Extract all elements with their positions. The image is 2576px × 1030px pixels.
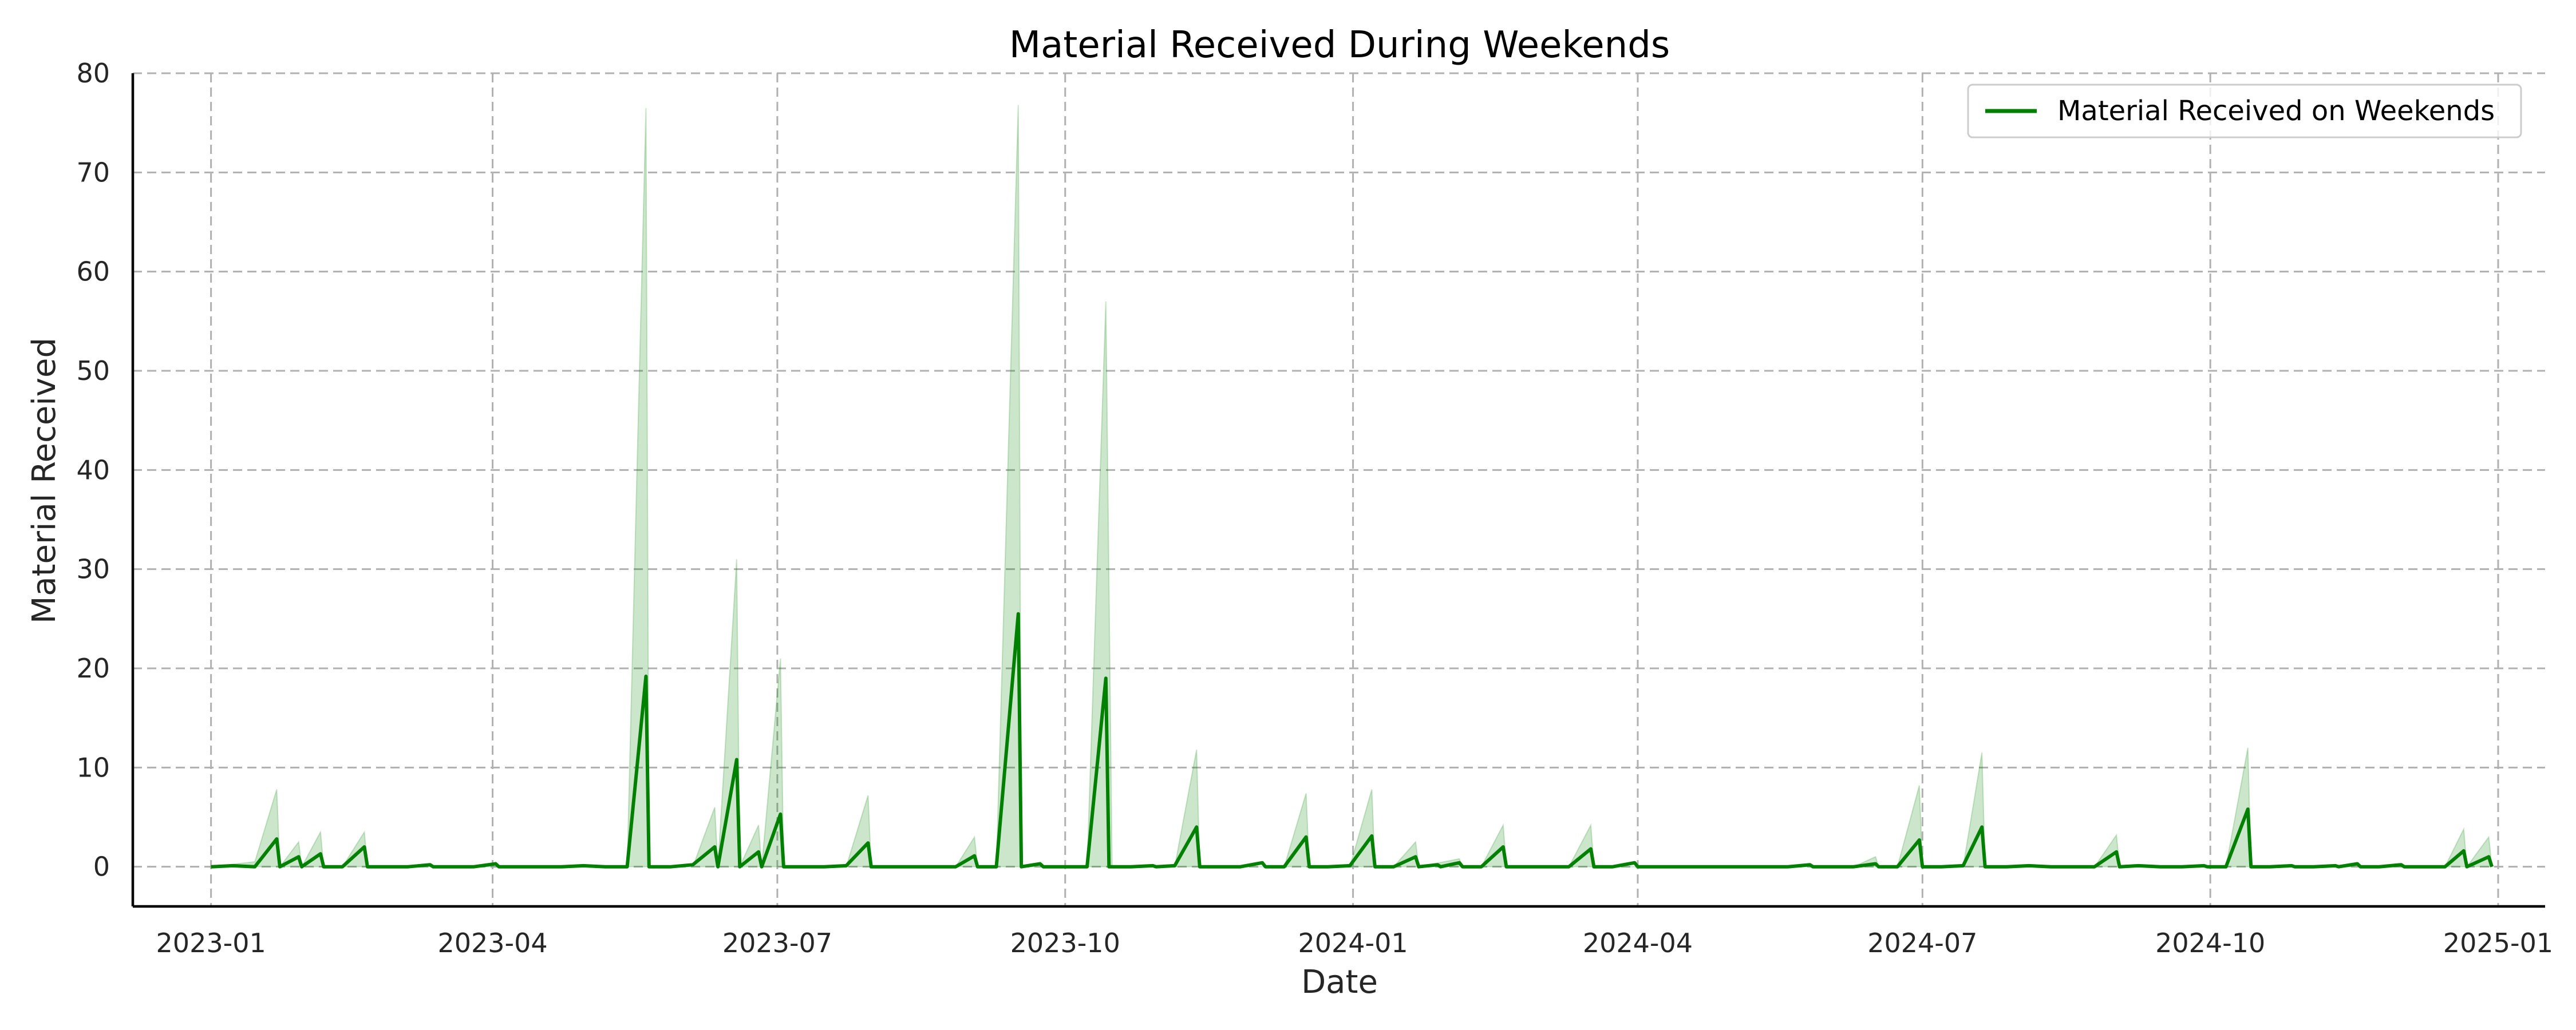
x-tick-label-4: 2024-01: [1298, 928, 1408, 958]
y-tick-label-3: 30: [76, 554, 110, 585]
y-tick-label-2: 20: [76, 653, 110, 684]
x-tick-label-6: 2024-07: [1867, 928, 1977, 958]
axis-layer: [131, 73, 2545, 908]
chart-title: Material Received During Weekends: [1009, 24, 1670, 66]
y-tick-label-4: 40: [76, 454, 110, 485]
y-tick-label-1: 10: [76, 752, 110, 783]
legend: Material Received on Weekends: [1967, 84, 2522, 138]
x-tick-label-3: 2023-10: [1010, 928, 1120, 958]
series-line: [211, 612, 2494, 869]
x-tick-label-7: 2024-10: [2155, 928, 2265, 958]
y-tick-label-5: 50: [76, 355, 110, 386]
x-tick-label-8: 2025-01: [2443, 928, 2553, 958]
y-tick-label-8: 80: [76, 58, 110, 89]
legend-label: Material Received on Weekends: [2057, 95, 2495, 127]
y-tick-label-6: 60: [76, 256, 110, 287]
y-tick-label-0: 0: [93, 851, 110, 882]
x-axis-label: Date: [1301, 964, 1378, 1001]
line-layer: [211, 612, 2494, 869]
y-axis-label: Material Received: [26, 338, 63, 624]
band-layer: [208, 105, 2493, 869]
x-tick-label-5: 2024-04: [1583, 928, 1693, 958]
x-tick-label-0: 2023-01: [156, 928, 266, 958]
series-band: [208, 105, 2493, 869]
legend-box: [1967, 84, 2522, 138]
y-tick-label-7: 70: [76, 157, 110, 188]
x-tick-label-1: 2023-04: [437, 928, 547, 958]
x-tick-label-2: 2023-07: [722, 928, 832, 958]
tick-layer: 0 10 20 30 40 50 60 70 80 2023-01 2023-04 2023-07 20…: [76, 58, 2553, 958]
grid-layer: [133, 72, 2545, 906]
